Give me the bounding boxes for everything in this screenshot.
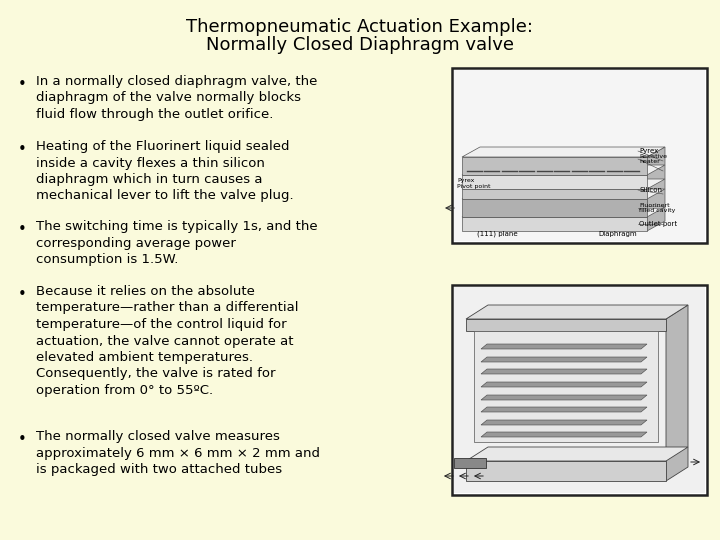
Polygon shape <box>481 407 647 412</box>
Text: Normally Closed Diaphragm valve: Normally Closed Diaphragm valve <box>206 36 514 54</box>
Text: The normally closed valve measures
approximately 6 mm × 6 mm × 2 mm and
is packa: The normally closed valve measures appro… <box>36 430 320 476</box>
Text: Thermopneumatic Actuation Example:: Thermopneumatic Actuation Example: <box>186 18 534 36</box>
Polygon shape <box>466 319 666 331</box>
Polygon shape <box>481 344 647 349</box>
Text: •: • <box>18 222 27 237</box>
Polygon shape <box>481 357 647 362</box>
Polygon shape <box>481 420 647 425</box>
Text: Silicon: Silicon <box>639 187 662 193</box>
Polygon shape <box>462 189 647 199</box>
Bar <box>454 70 705 241</box>
Text: Because it relies on the absolute
temperature—rather than a differential
tempera: Because it relies on the absolute temper… <box>36 285 299 397</box>
Polygon shape <box>454 458 486 468</box>
Text: (111) plane: (111) plane <box>477 231 518 237</box>
Text: Pyrex: Pyrex <box>639 148 658 154</box>
Text: •: • <box>18 142 27 157</box>
Polygon shape <box>462 157 647 175</box>
Polygon shape <box>466 461 666 481</box>
Bar <box>454 287 705 493</box>
Polygon shape <box>462 217 647 231</box>
Polygon shape <box>474 331 658 442</box>
Polygon shape <box>481 369 647 374</box>
Polygon shape <box>481 395 647 400</box>
Polygon shape <box>466 305 688 319</box>
Text: •: • <box>18 77 27 92</box>
Polygon shape <box>466 447 688 461</box>
Bar <box>452 68 707 243</box>
Polygon shape <box>462 207 665 217</box>
Text: Fluorinert
filled cavity: Fluorinert filled cavity <box>639 202 675 213</box>
Text: The switching time is typically 1s, and the
corresponding average power
consumpt: The switching time is typically 1s, and … <box>36 220 318 266</box>
Polygon shape <box>481 382 647 387</box>
Polygon shape <box>462 147 665 157</box>
Polygon shape <box>481 432 647 437</box>
Polygon shape <box>666 305 688 481</box>
Polygon shape <box>462 165 665 175</box>
Bar <box>452 285 707 495</box>
Text: Pyrex
Pivot point: Pyrex Pivot point <box>457 178 490 189</box>
Polygon shape <box>462 179 665 189</box>
Polygon shape <box>462 175 647 189</box>
Polygon shape <box>462 189 665 199</box>
Text: Resistive
heater: Resistive heater <box>639 153 667 164</box>
Text: •: • <box>18 287 27 302</box>
Text: •: • <box>18 432 27 447</box>
Polygon shape <box>647 147 665 231</box>
Polygon shape <box>462 199 647 217</box>
Text: Diaphragm: Diaphragm <box>598 231 637 237</box>
Text: Outlet port: Outlet port <box>639 221 677 227</box>
Text: Heating of the Fluorinert liquid sealed
inside a cavity flexes a thin silicon
di: Heating of the Fluorinert liquid sealed … <box>36 140 294 202</box>
Text: In a normally closed diaphragm valve, the
diaphragm of the valve normally blocks: In a normally closed diaphragm valve, th… <box>36 75 318 121</box>
